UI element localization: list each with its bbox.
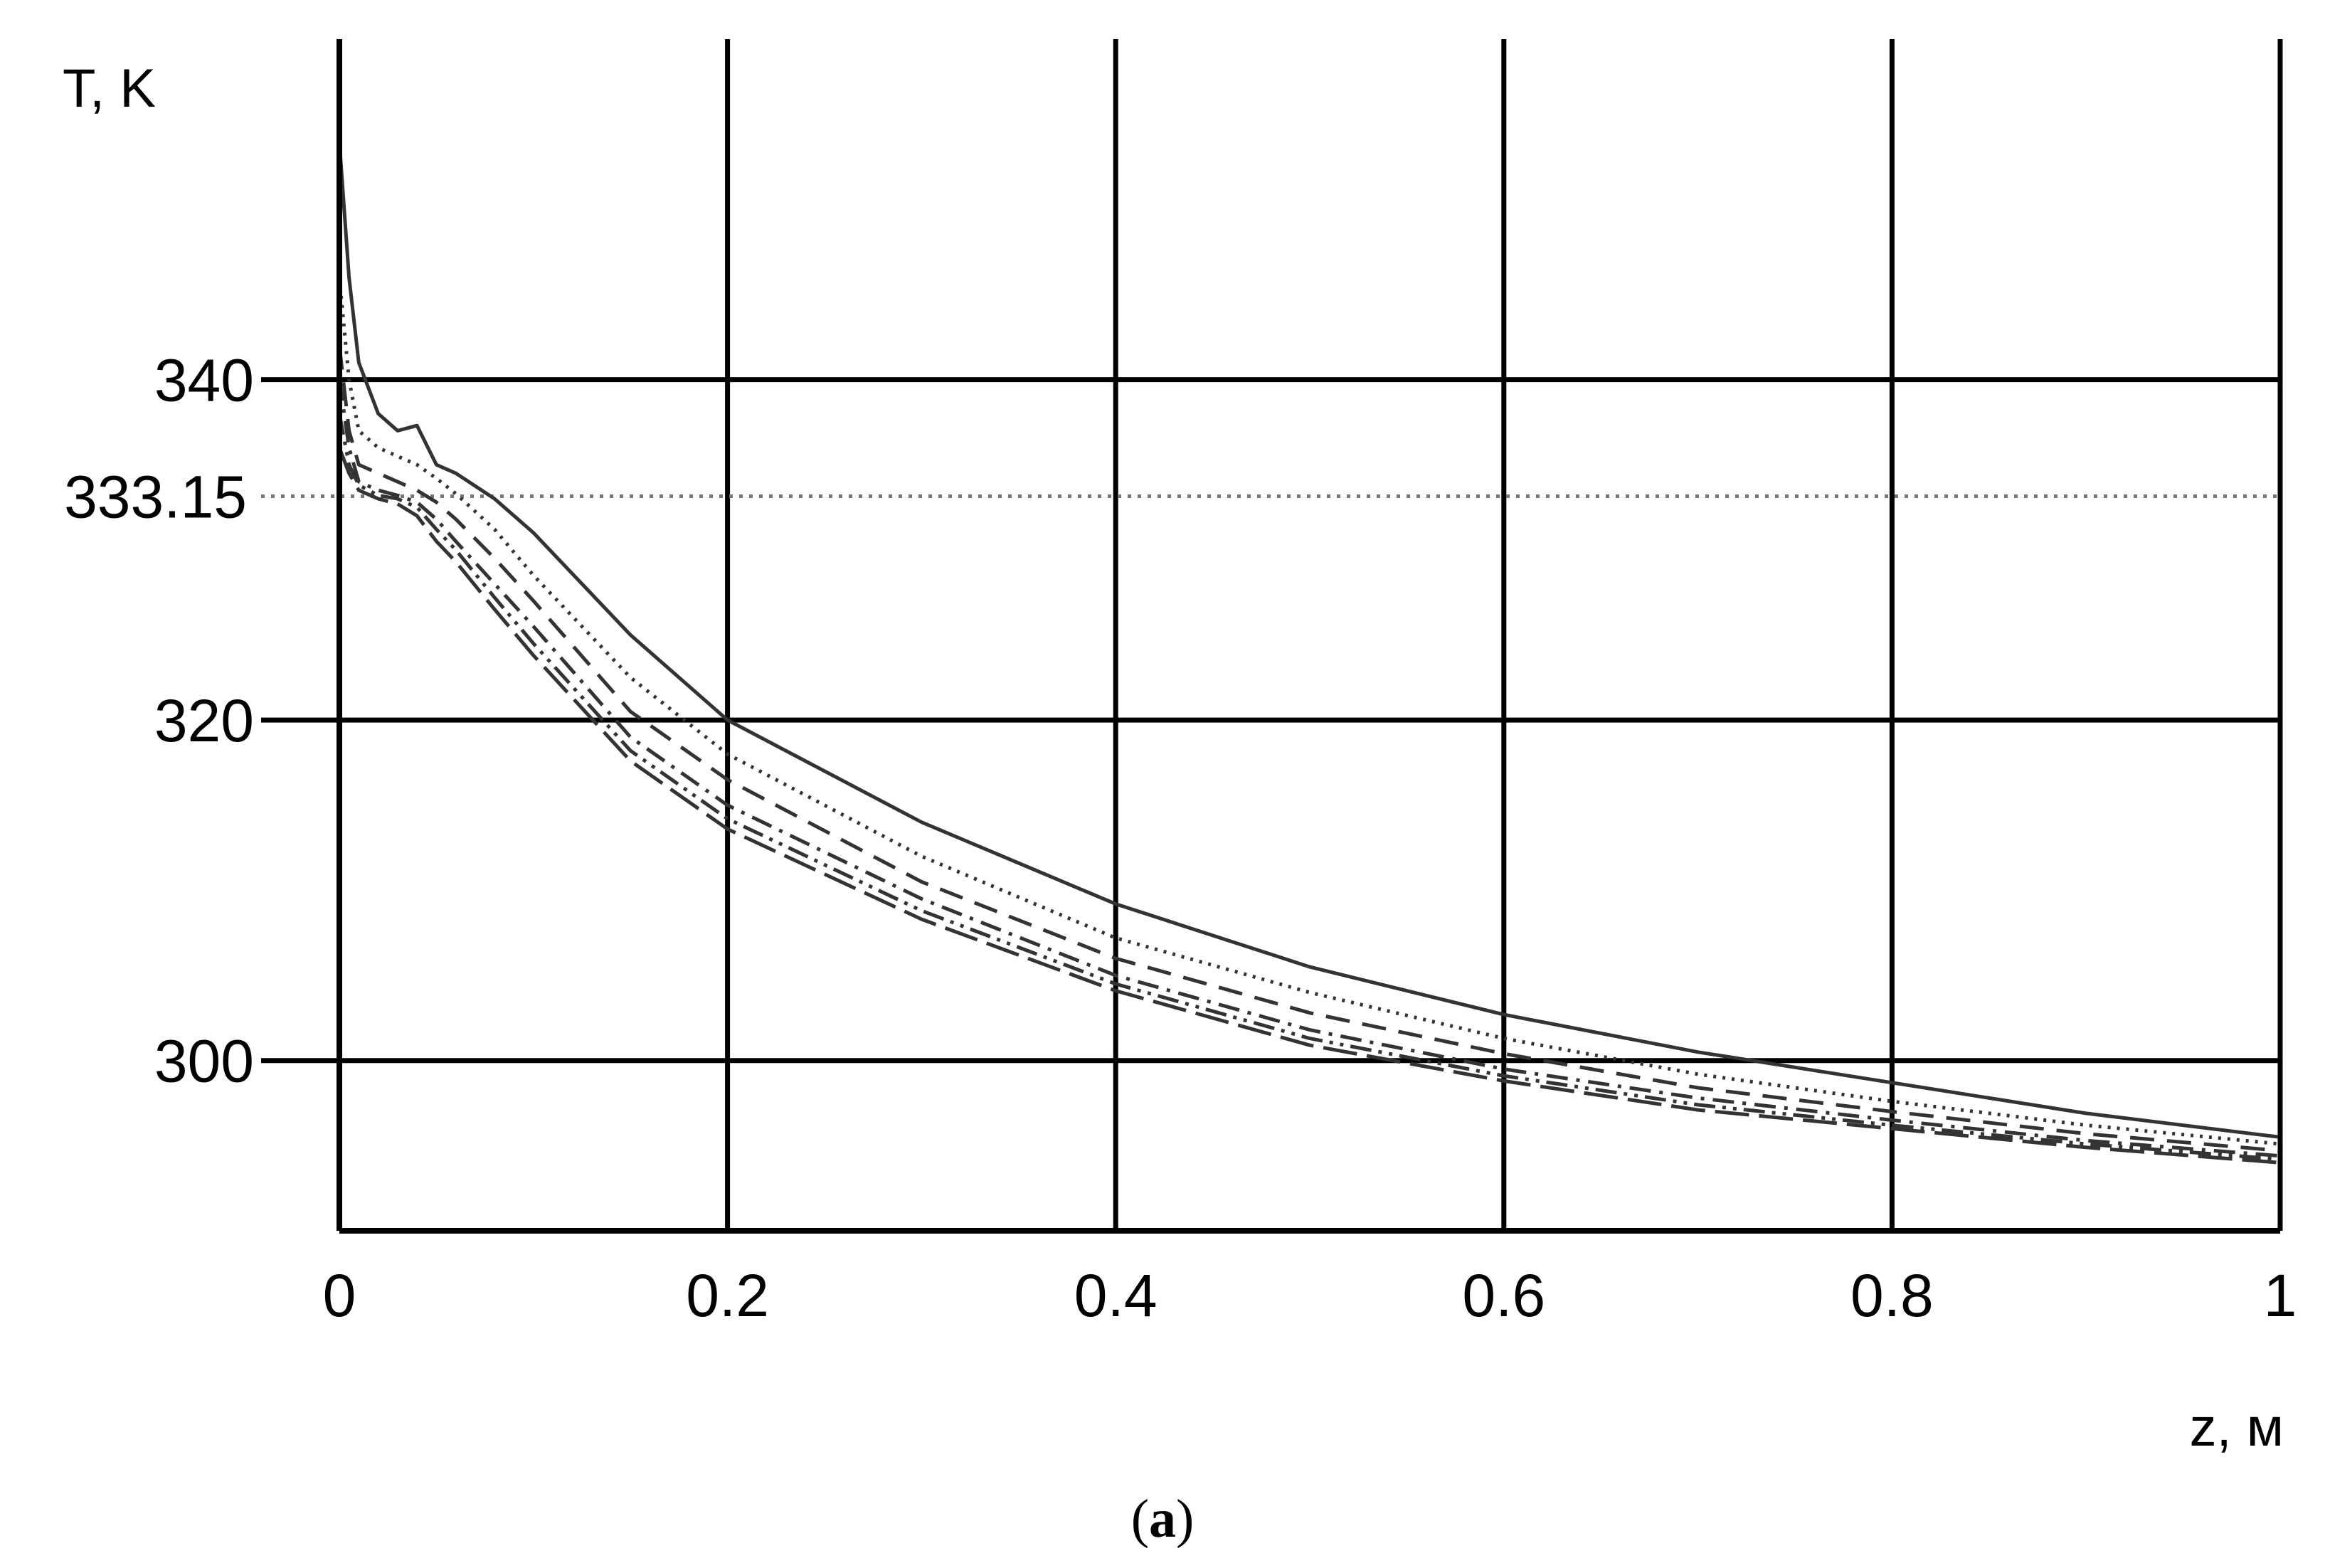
series-group — [337, 141, 2281, 1165]
y-tick-label-1: 320 — [154, 687, 254, 754]
tick-labels: 0 0.2 0.4 0.6 0.8 1 300 320 340 333.15 — [64, 347, 2297, 1329]
y-tick-label-2: 340 — [154, 347, 254, 414]
caption-close: ) — [1176, 1489, 1194, 1549]
x-tick-label-3: 0.6 — [1462, 1262, 1545, 1329]
axes — [337, 39, 2282, 1234]
series-line-3 — [337, 345, 2281, 1153]
x-axis-title: z, м — [2190, 1397, 2284, 1458]
series-line-4 — [337, 379, 2281, 1158]
x-tick-label-1: 0.2 — [686, 1262, 769, 1329]
figure-caption: (a) — [1131, 1489, 1195, 1549]
x-tick-label-2: 0.4 — [1074, 1262, 1158, 1329]
caption-open: ( — [1131, 1489, 1149, 1549]
series-line-6 — [337, 447, 2281, 1165]
caption-letter: a — [1149, 1489, 1176, 1549]
y-tick-label-0: 300 — [154, 1028, 254, 1095]
series-line-2 — [337, 277, 2281, 1146]
series-line-5 — [337, 413, 2281, 1161]
reference-line-label: 333.15 — [64, 463, 247, 530]
x-tick-label-0: 0 — [323, 1262, 356, 1329]
series-line-1 — [337, 141, 2281, 1139]
x-tick-label-5: 1 — [2264, 1262, 2297, 1329]
x-tick-label-4: 0.8 — [1850, 1262, 1934, 1329]
y-axis-title: T, K — [63, 58, 156, 119]
